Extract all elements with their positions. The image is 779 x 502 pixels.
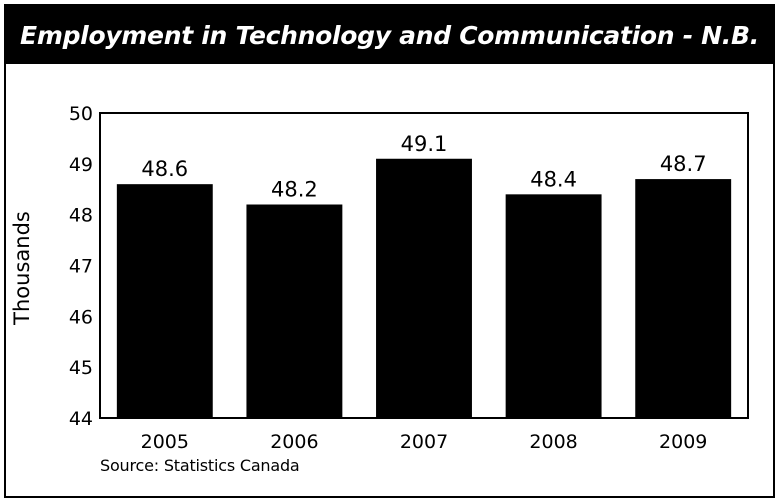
x-tick-label-2009: 2009 — [659, 431, 707, 453]
x-tick-label-2006: 2006 — [270, 431, 318, 453]
data-label-2007: 49.1 — [401, 132, 448, 156]
data-label-2006: 48.2 — [271, 178, 318, 202]
bar-2007 — [376, 158, 472, 418]
x-tick-label-2007: 2007 — [400, 431, 448, 453]
bar-2006 — [246, 204, 343, 418]
y-tick-label: 49 — [69, 154, 93, 176]
data-label-2009: 48.7 — [660, 152, 707, 176]
bar-2009 — [635, 179, 732, 418]
y-tick-label: 50 — [69, 103, 93, 125]
x-tick-label-2008: 2008 — [529, 431, 577, 453]
source-note: Source: Statistics Canada — [100, 456, 300, 475]
x-tick-label-2005: 2005 — [141, 431, 189, 453]
y-tick-label: 46 — [69, 306, 93, 328]
bar-2005 — [116, 184, 213, 418]
data-label-2005: 48.6 — [141, 157, 188, 181]
chart-title: Employment in Technology and Communicati… — [6, 6, 773, 64]
y-tick-label: 48 — [69, 205, 93, 227]
bar-2008 — [505, 194, 602, 418]
y-tick-label: 47 — [69, 256, 93, 278]
y-tick-label: 44 — [69, 408, 93, 430]
y-tick-label: 45 — [69, 357, 93, 379]
data-label-2008: 48.4 — [530, 167, 577, 191]
